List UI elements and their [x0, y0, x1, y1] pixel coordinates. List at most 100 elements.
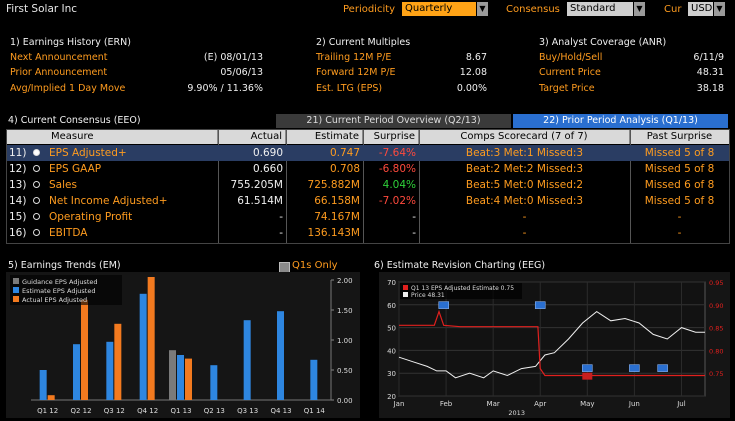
- x-tick-label: Feb: [440, 400, 453, 408]
- consensus-dropdown[interactable]: Standard: [567, 2, 633, 16]
- column-divider: [419, 130, 420, 243]
- row-number: 13): [9, 179, 27, 191]
- est-ltg-value: 0.00%: [456, 83, 487, 94]
- currency-dropdown[interactable]: USD: [688, 2, 713, 16]
- earnings-trends-chart: 0.00 0.50 1.00 1.50 2.00 Q1 12 Q2 12 Q3 12 Q4 12…: [6, 272, 360, 418]
- bar: [310, 359, 318, 400]
- actual-cell: 0.690: [252, 147, 283, 159]
- event-marker[interactable]: [582, 372, 593, 380]
- earnings-trends-svg: 0.00 0.50 1.00 1.50 2.00 Q1 12 Q2 12 Q3 12 Q4 12…: [10, 275, 353, 415]
- row-radio-button[interactable]: [33, 181, 40, 188]
- row-radio-button[interactable]: [33, 149, 40, 156]
- estimate-cell: 74.167M: [314, 211, 360, 223]
- earnings-trends-title[interactable]: 5) Earnings Trends (EM): [8, 260, 121, 271]
- event-marker[interactable]: [629, 364, 640, 372]
- measure-cell: EPS Adjusted+: [49, 147, 127, 159]
- bar: [114, 323, 122, 400]
- earnings-history-title[interactable]: 1) Earnings History (ERN): [10, 37, 131, 48]
- x-tick-label: Apr: [534, 400, 546, 408]
- header-measure[interactable]: Measure: [7, 130, 218, 144]
- event-marker[interactable]: [438, 301, 449, 309]
- estimate-revision-svg: 20 30 40 50 60 70 0.75 0.80 0.85 0.90 0.95 Jan Feb Ma…: [387, 279, 723, 417]
- event-marker[interactable]: [657, 364, 668, 372]
- past-surprise-cell: Missed 5 of 8: [644, 163, 715, 175]
- estimate-revision-title[interactable]: 6) Estimate Revision Charting (EEG): [374, 260, 546, 271]
- current-consensus-title[interactable]: 4) Current Consensus (EEO): [8, 115, 141, 126]
- legend-background: [10, 275, 122, 305]
- periodicity-chevron-down-icon[interactable]: ▼: [477, 2, 488, 16]
- trailing-pe-label: Trailing 12M P/E: [316, 52, 392, 63]
- x-tick-label: Q4 13: [270, 407, 291, 415]
- past-surprise-cell: Missed 6 of 8: [644, 179, 715, 191]
- currency-chevron-down-icon[interactable]: ▼: [714, 2, 725, 16]
- left-tick-label: 20: [387, 393, 396, 401]
- periodicity-dropdown[interactable]: Quarterly: [402, 2, 476, 16]
- row-number: 11): [9, 147, 27, 159]
- x-tick-label: Q1 13: [170, 407, 191, 415]
- x-tick-label: Q1 12: [37, 407, 58, 415]
- legend-label: Estimate EPS Adjusted: [22, 287, 95, 295]
- past-surprise-cell: Missed 5 of 8: [644, 147, 715, 159]
- bar: [73, 344, 80, 400]
- row-number: 15): [9, 211, 27, 223]
- current-multiples-title[interactable]: 2) Current Multiples: [316, 37, 411, 48]
- event-marker[interactable]: [582, 364, 593, 372]
- actual-cell: 61.514M: [237, 195, 283, 207]
- surprise-cell: -7.02%: [378, 195, 416, 207]
- table-row[interactable]: 11) EPS Adjusted+ 0.690 0.747 -7.64% Beat:3 M…: [7, 145, 729, 161]
- table-row[interactable]: 14) Net Income Adjusted+ 61.514M 66.158M -7.…: [7, 193, 729, 209]
- surprise-cell: -: [412, 211, 416, 223]
- header-comps-scorecard[interactable]: Comps Scorecard (7 of 7): [419, 130, 630, 144]
- plot-area: [398, 281, 706, 397]
- x-tick-label: Q1 14: [304, 407, 326, 415]
- security-title: First Solar Inc: [6, 3, 78, 15]
- actual-cell: 755.205M: [230, 179, 283, 191]
- comps-cell: Beat:3 Met:1 Missed:3: [465, 147, 584, 159]
- current-price-value: 48.31: [696, 67, 724, 78]
- comps-cell: Beat:2 Met:2 Missed:3: [465, 163, 584, 175]
- tab-prior-period-analysis[interactable]: 22) Prior Period Analysis (Q1/13): [513, 114, 728, 128]
- legend-label: Q1 13 EPS Adjusted Estimate 0.75: [411, 285, 514, 292]
- buy-hold-sell-value: 6/11/9: [693, 52, 724, 63]
- header-actual[interactable]: Actual: [218, 130, 286, 144]
- table-row[interactable]: 13) Sales 755.205M 725.882M 4.04% Beat:5 Met:…: [7, 177, 729, 193]
- forward-pe-value: 12.08: [459, 67, 487, 78]
- header-estimate[interactable]: Estimate: [286, 130, 363, 144]
- event-marker[interactable]: [534, 301, 546, 309]
- right-tick-label: 0.80: [709, 347, 723, 355]
- legend-swatch: [13, 287, 19, 293]
- bar: [177, 355, 184, 400]
- consensus-chevron-down-icon[interactable]: ▼: [634, 2, 645, 16]
- surprise-cell: -: [412, 227, 416, 239]
- top-bar: [0, 0, 735, 20]
- actual-cell: -: [279, 227, 283, 239]
- y-tick-label: 2.00: [337, 277, 353, 285]
- column-divider: [630, 130, 631, 243]
- prior-announcement-value: 05/06/13: [220, 67, 263, 78]
- legend-label: Price 48.31: [411, 292, 445, 299]
- comps-cell: Beat:4 Met:0 Missed:3: [465, 195, 584, 207]
- row-radio-button[interactable]: [33, 213, 40, 220]
- estimate-cell: 136.143M: [307, 227, 360, 239]
- x-tick-label: May: [580, 400, 594, 408]
- table-row[interactable]: 16) EBITDA - 136.143M - - -: [7, 225, 729, 241]
- currency-label: Cur: [664, 4, 682, 15]
- analyst-coverage-title[interactable]: 3) Analyst Coverage (ANR): [539, 37, 667, 48]
- row-radio-button[interactable]: [33, 229, 40, 236]
- bar: [106, 341, 114, 400]
- header-past-surprise[interactable]: Past Surprise: [630, 130, 729, 144]
- forward-pe-label: Forward 12M P/E: [316, 67, 396, 78]
- measure-cell: EPS GAAP: [49, 163, 102, 175]
- bar: [81, 299, 88, 400]
- table-row[interactable]: 12) EPS GAAP 0.660 0.708 -6.80% Beat:2 Met:2 …: [7, 161, 729, 177]
- row-radio-button[interactable]: [33, 165, 40, 172]
- estimate-cell: 0.747: [329, 147, 360, 159]
- x-tick-label: Q3 12: [104, 407, 125, 415]
- header-surprise[interactable]: Surprise: [363, 130, 419, 144]
- x-tick-label: Jan: [393, 400, 405, 408]
- table-row[interactable]: 15) Operating Profit - 74.167M - - -: [7, 209, 729, 225]
- avg-implied-move-value: 9.90% / 11.36%: [187, 83, 263, 94]
- row-radio-button[interactable]: [33, 197, 40, 204]
- tab-current-period-overview[interactable]: 21) Current Period Overview (Q2/13): [276, 114, 511, 128]
